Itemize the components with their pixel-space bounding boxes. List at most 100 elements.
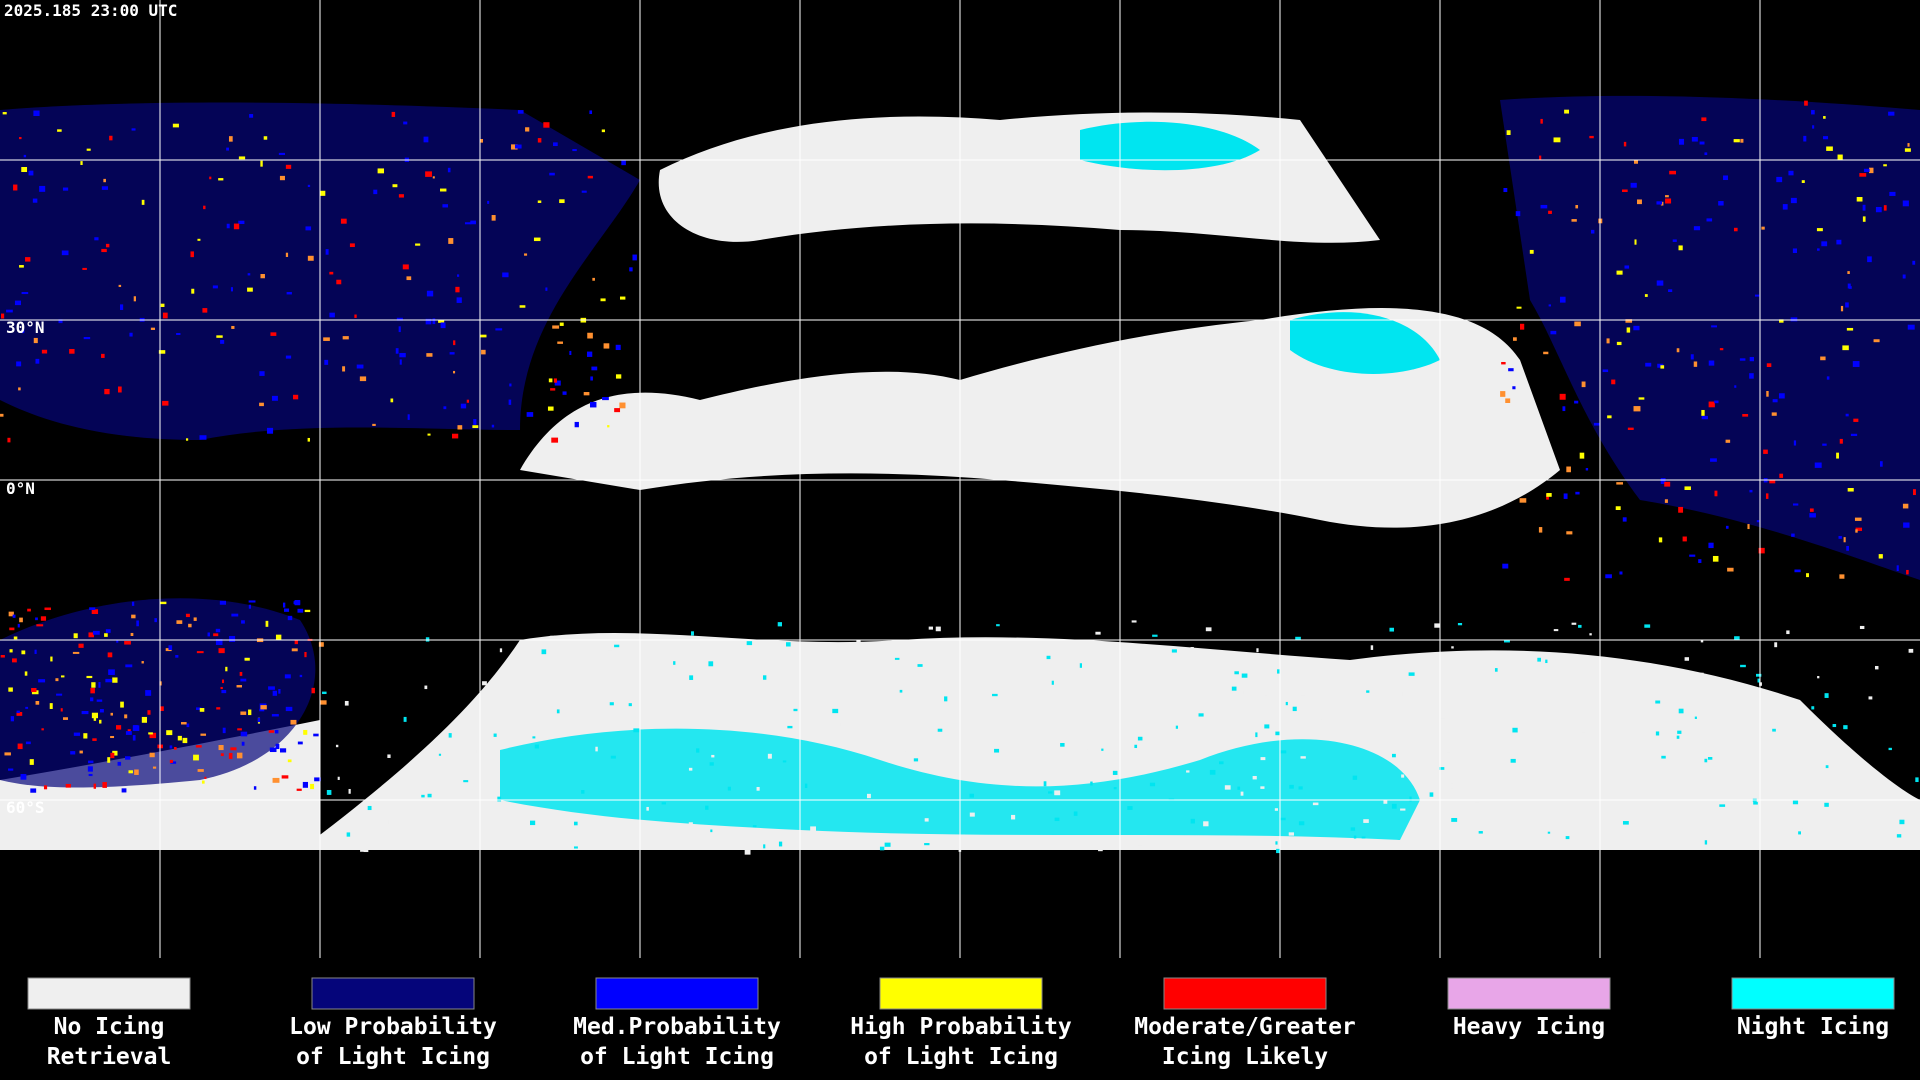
icing-speckle: [1806, 573, 1809, 578]
cloud-area: [1500, 95, 1920, 581]
cloud-speckle: [767, 753, 772, 759]
icing-speckle: [1566, 466, 1571, 473]
legend-swatch: [879, 977, 1043, 1010]
icing-speckle: [127, 729, 131, 733]
icing-speckle: [1839, 574, 1845, 579]
icing-speckle: [41, 728, 44, 731]
icing-speckle: [58, 319, 63, 324]
cloud-speckle: [335, 744, 339, 748]
legend-label: High Probability: [850, 1014, 1072, 1040]
cloud-speckle: [777, 622, 782, 627]
icing-speckle: [168, 645, 173, 650]
icing-speckle: [406, 276, 412, 281]
icing-speckle: [1847, 283, 1851, 289]
icing-speckle: [1559, 296, 1566, 303]
cloud-speckle: [1224, 785, 1231, 790]
cloud-speckle: [793, 708, 798, 712]
cloud-speckle: [782, 760, 787, 763]
icing-speckle: [1772, 399, 1778, 403]
icing-speckle: [128, 770, 133, 774]
icing-speckle: [1790, 197, 1797, 204]
icing-speckle: [554, 380, 561, 386]
cloud-speckle: [567, 731, 572, 735]
cloud-speckle: [1908, 648, 1914, 653]
icing-speckle: [86, 148, 91, 151]
icing-speckle: [112, 677, 118, 683]
icing-speckle: [268, 686, 275, 690]
icing-speckle: [311, 687, 315, 694]
icing-speckle: [93, 715, 97, 721]
cloud-speckle: [1704, 758, 1708, 763]
icing-speckle: [349, 243, 355, 248]
icing-speckle: [241, 620, 245, 624]
icing-speckle: [407, 414, 410, 420]
cloud-speckle: [1474, 799, 1480, 803]
icing-speckle: [90, 687, 95, 694]
icing-speckle: [448, 238, 454, 244]
icing-speckle: [149, 732, 157, 739]
icing-speckle: [1564, 109, 1570, 114]
icing-speckle: [73, 633, 78, 639]
cloud-speckle: [1370, 645, 1374, 650]
icing-speckle: [356, 364, 364, 369]
icing-speckle: [19, 137, 22, 140]
icing-speckle: [279, 175, 285, 181]
cloud-speckle: [1699, 672, 1704, 677]
cloud-speckle: [1676, 735, 1680, 739]
icing-speckle: [342, 366, 346, 372]
icing-speckle: [89, 607, 96, 610]
cloud-speckle: [1622, 821, 1629, 825]
icing-speckle: [1889, 191, 1896, 196]
cloud-speckle: [1279, 817, 1286, 821]
legend-label: Low Probability: [289, 1014, 497, 1040]
icing-speckle: [572, 149, 577, 152]
icing-speckle: [1847, 271, 1850, 275]
legend-swatch: [1163, 977, 1327, 1010]
icing-speckle: [1862, 204, 1866, 211]
icing-speckle: [186, 723, 190, 728]
icing-speckle: [1623, 141, 1627, 147]
icing-speckle: [403, 121, 408, 125]
icing-speckle: [1769, 480, 1776, 484]
icing-speckle: [1902, 274, 1906, 279]
icing-speckle: [470, 220, 476, 225]
icing-speckle: [158, 350, 166, 354]
icing-speckle: [549, 172, 555, 176]
icing-speckle: [456, 297, 462, 303]
icing-speckle: [396, 317, 403, 321]
cloud-speckle: [1289, 784, 1294, 789]
icing-speckle: [35, 701, 40, 705]
icing-speckle: [108, 669, 115, 675]
icing-speckle: [248, 600, 256, 603]
cloud-speckle: [463, 780, 469, 783]
cloud-speckle: [1391, 803, 1397, 809]
cloud-speckle: [541, 649, 547, 655]
icing-speckle: [591, 366, 598, 371]
icing-speckle: [162, 312, 168, 319]
icing-speckle: [278, 152, 286, 155]
icing-speckle: [1585, 467, 1589, 471]
cloud-speckle: [1655, 700, 1661, 704]
cloud-speckle: [1772, 728, 1776, 732]
icing-speckle: [1699, 141, 1705, 145]
cloud-speckle: [1409, 796, 1412, 802]
icing-speckle: [212, 285, 218, 289]
icing-speckle: [1779, 319, 1784, 323]
icing-speckle: [96, 699, 103, 702]
icing-speckle: [1761, 226, 1765, 230]
cloud-speckle: [609, 702, 614, 706]
icing-speckle: [1766, 363, 1772, 368]
icing-speckle: [41, 349, 48, 354]
icing-speckle: [1590, 229, 1595, 234]
icing-speckle: [1505, 398, 1511, 403]
cloud-speckle: [1241, 673, 1248, 678]
icing-speckle: [323, 337, 330, 341]
icing-speckle: [619, 296, 626, 300]
icing-speckle: [1678, 506, 1684, 513]
cloud-speckle: [1095, 631, 1101, 635]
icing-speckle: [50, 656, 53, 662]
cloud-speckle: [1888, 747, 1892, 751]
icing-speckle: [1821, 241, 1828, 247]
icing-speckle: [271, 395, 278, 401]
icing-speckle: [1817, 248, 1820, 251]
